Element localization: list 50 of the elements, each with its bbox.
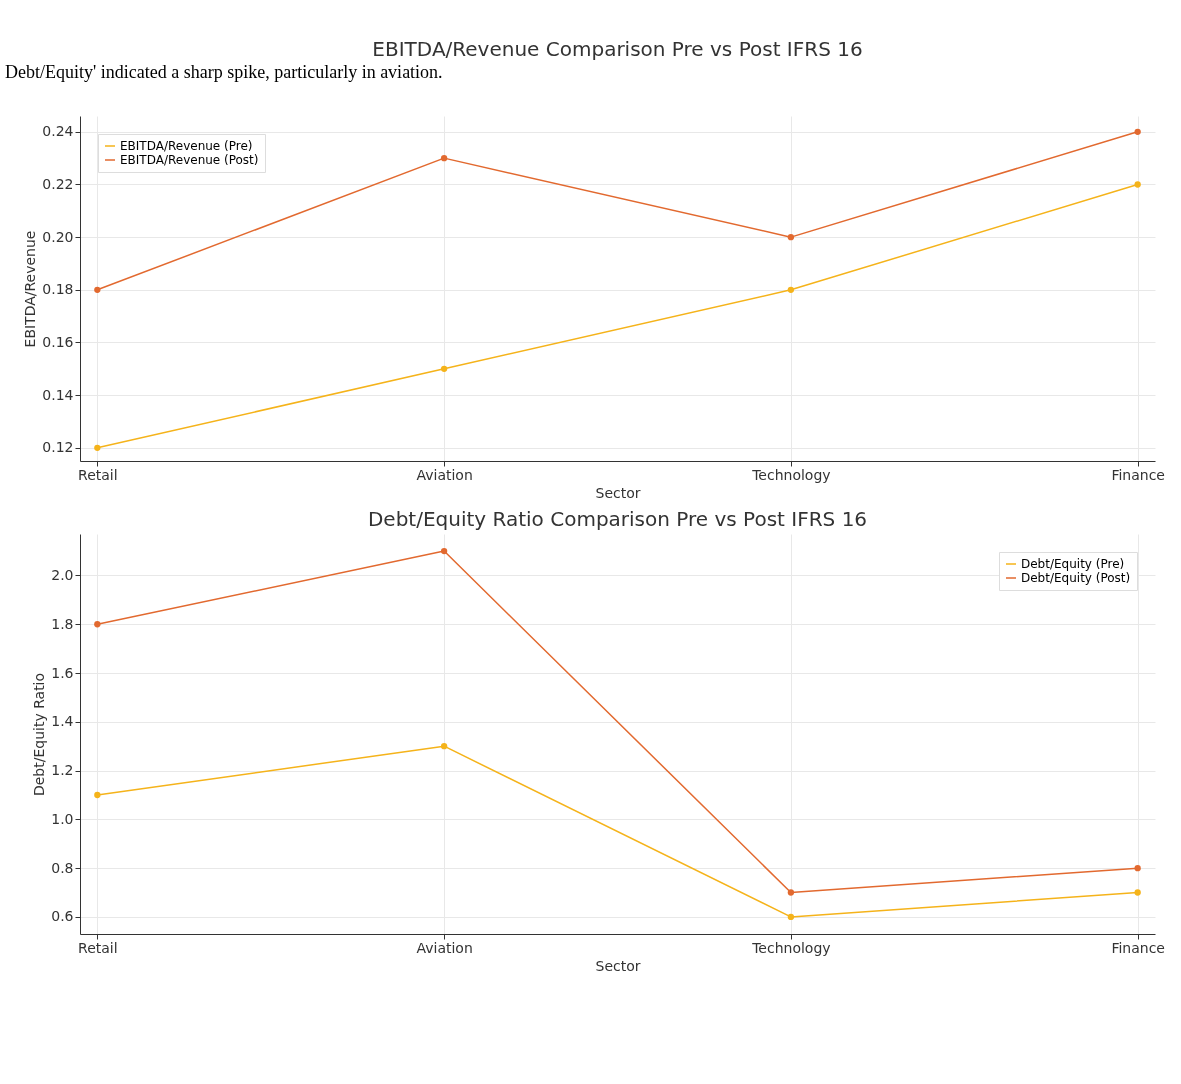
x-tick-label: Retail	[78, 466, 118, 483]
y-tick-label: 0.14	[42, 386, 74, 403]
point	[94, 621, 101, 628]
point	[787, 233, 795, 241]
point	[787, 286, 795, 293]
legend-label: Debt/Equity (Post)	[1021, 571, 1131, 585]
point	[1134, 889, 1141, 896]
y-tick-label: 0.22	[42, 175, 74, 192]
legend-label: Debt/Equity (Pre)	[1021, 557, 1125, 571]
y-tick-label: 0.8	[51, 859, 74, 876]
point	[1134, 128, 1141, 135]
y-tick-label: 1.6	[51, 664, 74, 681]
point	[94, 444, 101, 451]
x-tick-label: Retail	[78, 939, 118, 956]
y-tick-label: 1.0	[51, 810, 74, 827]
point	[94, 286, 101, 293]
y-tick-label: 0.6	[51, 908, 74, 925]
y-tick-label: 0.20	[42, 228, 74, 245]
point	[440, 154, 448, 162]
x-tick-label: Technology	[751, 939, 831, 956]
legend-label: EBITDA/Revenue (Pre)	[120, 139, 253, 153]
chart-title: Debt/Equity Ratio Comparison Pre vs Post IFRS 16	[367, 507, 868, 531]
y-axis-title: Debt/Equity Ratio	[31, 672, 48, 797]
point	[440, 743, 448, 750]
y-tick-label: 1.2	[51, 762, 74, 779]
x-tick-label: Aviation	[416, 466, 473, 483]
legend-label: EBITDA/Revenue (Post)	[120, 153, 259, 167]
point	[440, 365, 448, 372]
x-tick-label: Finance	[1111, 466, 1165, 483]
point	[1134, 181, 1141, 188]
x-tick-label: Finance	[1111, 939, 1165, 956]
y-tick-label: 2.0	[51, 566, 74, 583]
y-tick-label: 1.4	[51, 713, 74, 730]
x-axis-title: Sector	[595, 957, 641, 974]
chart-title: EBITDA/Revenue Comparison Pre vs Post IFRS 16	[372, 37, 863, 61]
y-axis-title: EBITDA/Revenue	[22, 230, 39, 348]
y-tick-label: 0.18	[42, 281, 74, 298]
point	[787, 889, 795, 896]
y-tick-label: 0.16	[42, 333, 74, 350]
y-tick-label: 0.24	[42, 123, 74, 140]
x-tick-label: Technology	[751, 466, 831, 483]
text: Debt/Equity' indicated a sharp spike, particularly in aviation.	[5, 62, 443, 82]
point	[440, 547, 448, 555]
y-tick-label: 0.12	[42, 439, 74, 456]
y-tick-label: 1.8	[51, 615, 74, 632]
point	[1134, 864, 1141, 872]
x-tick-label: Aviation	[416, 939, 473, 956]
point	[94, 791, 101, 799]
point	[787, 913, 795, 921]
x-axis-title: Sector	[595, 484, 641, 501]
